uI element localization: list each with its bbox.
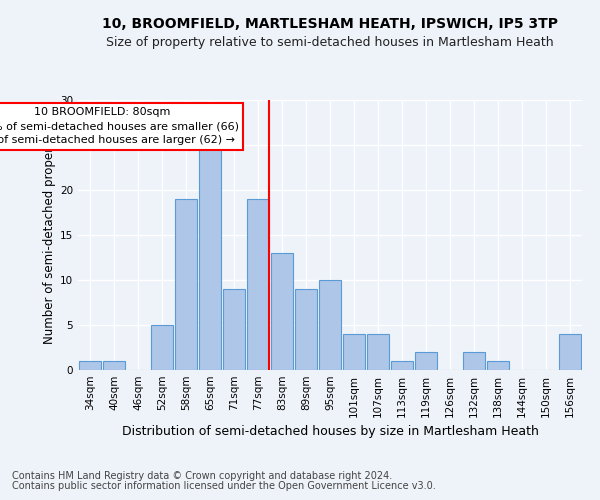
Bar	[295, 289, 317, 370]
X-axis label: Distribution of semi-detached houses by size in Martlesham Heath: Distribution of semi-detached houses by …	[122, 426, 538, 438]
Bar	[271, 253, 293, 370]
Bar	[391, 361, 413, 370]
Bar	[487, 361, 509, 370]
Bar	[463, 352, 485, 370]
Bar	[415, 352, 437, 370]
Bar	[247, 199, 269, 370]
Text: Contains HM Land Registry data © Crown copyright and database right 2024.: Contains HM Land Registry data © Crown c…	[12, 471, 392, 481]
Text: 10 BROOMFIELD: 80sqm
← 52% of semi-detached houses are smaller (66)
48% of semi-: 10 BROOMFIELD: 80sqm ← 52% of semi-detac…	[0, 107, 239, 145]
Text: Contains public sector information licensed under the Open Government Licence v3: Contains public sector information licen…	[12, 481, 436, 491]
Bar	[367, 334, 389, 370]
Bar	[103, 361, 125, 370]
Bar	[223, 289, 245, 370]
Bar	[175, 199, 197, 370]
Bar	[79, 361, 101, 370]
Bar	[559, 334, 581, 370]
Y-axis label: Number of semi-detached properties: Number of semi-detached properties	[43, 126, 56, 344]
Text: 10, BROOMFIELD, MARTLESHAM HEATH, IPSWICH, IP5 3TP: 10, BROOMFIELD, MARTLESHAM HEATH, IPSWIC…	[102, 18, 558, 32]
Bar	[199, 145, 221, 370]
Bar	[319, 280, 341, 370]
Bar	[343, 334, 365, 370]
Text: Size of property relative to semi-detached houses in Martlesham Heath: Size of property relative to semi-detach…	[106, 36, 554, 49]
Bar	[151, 325, 173, 370]
